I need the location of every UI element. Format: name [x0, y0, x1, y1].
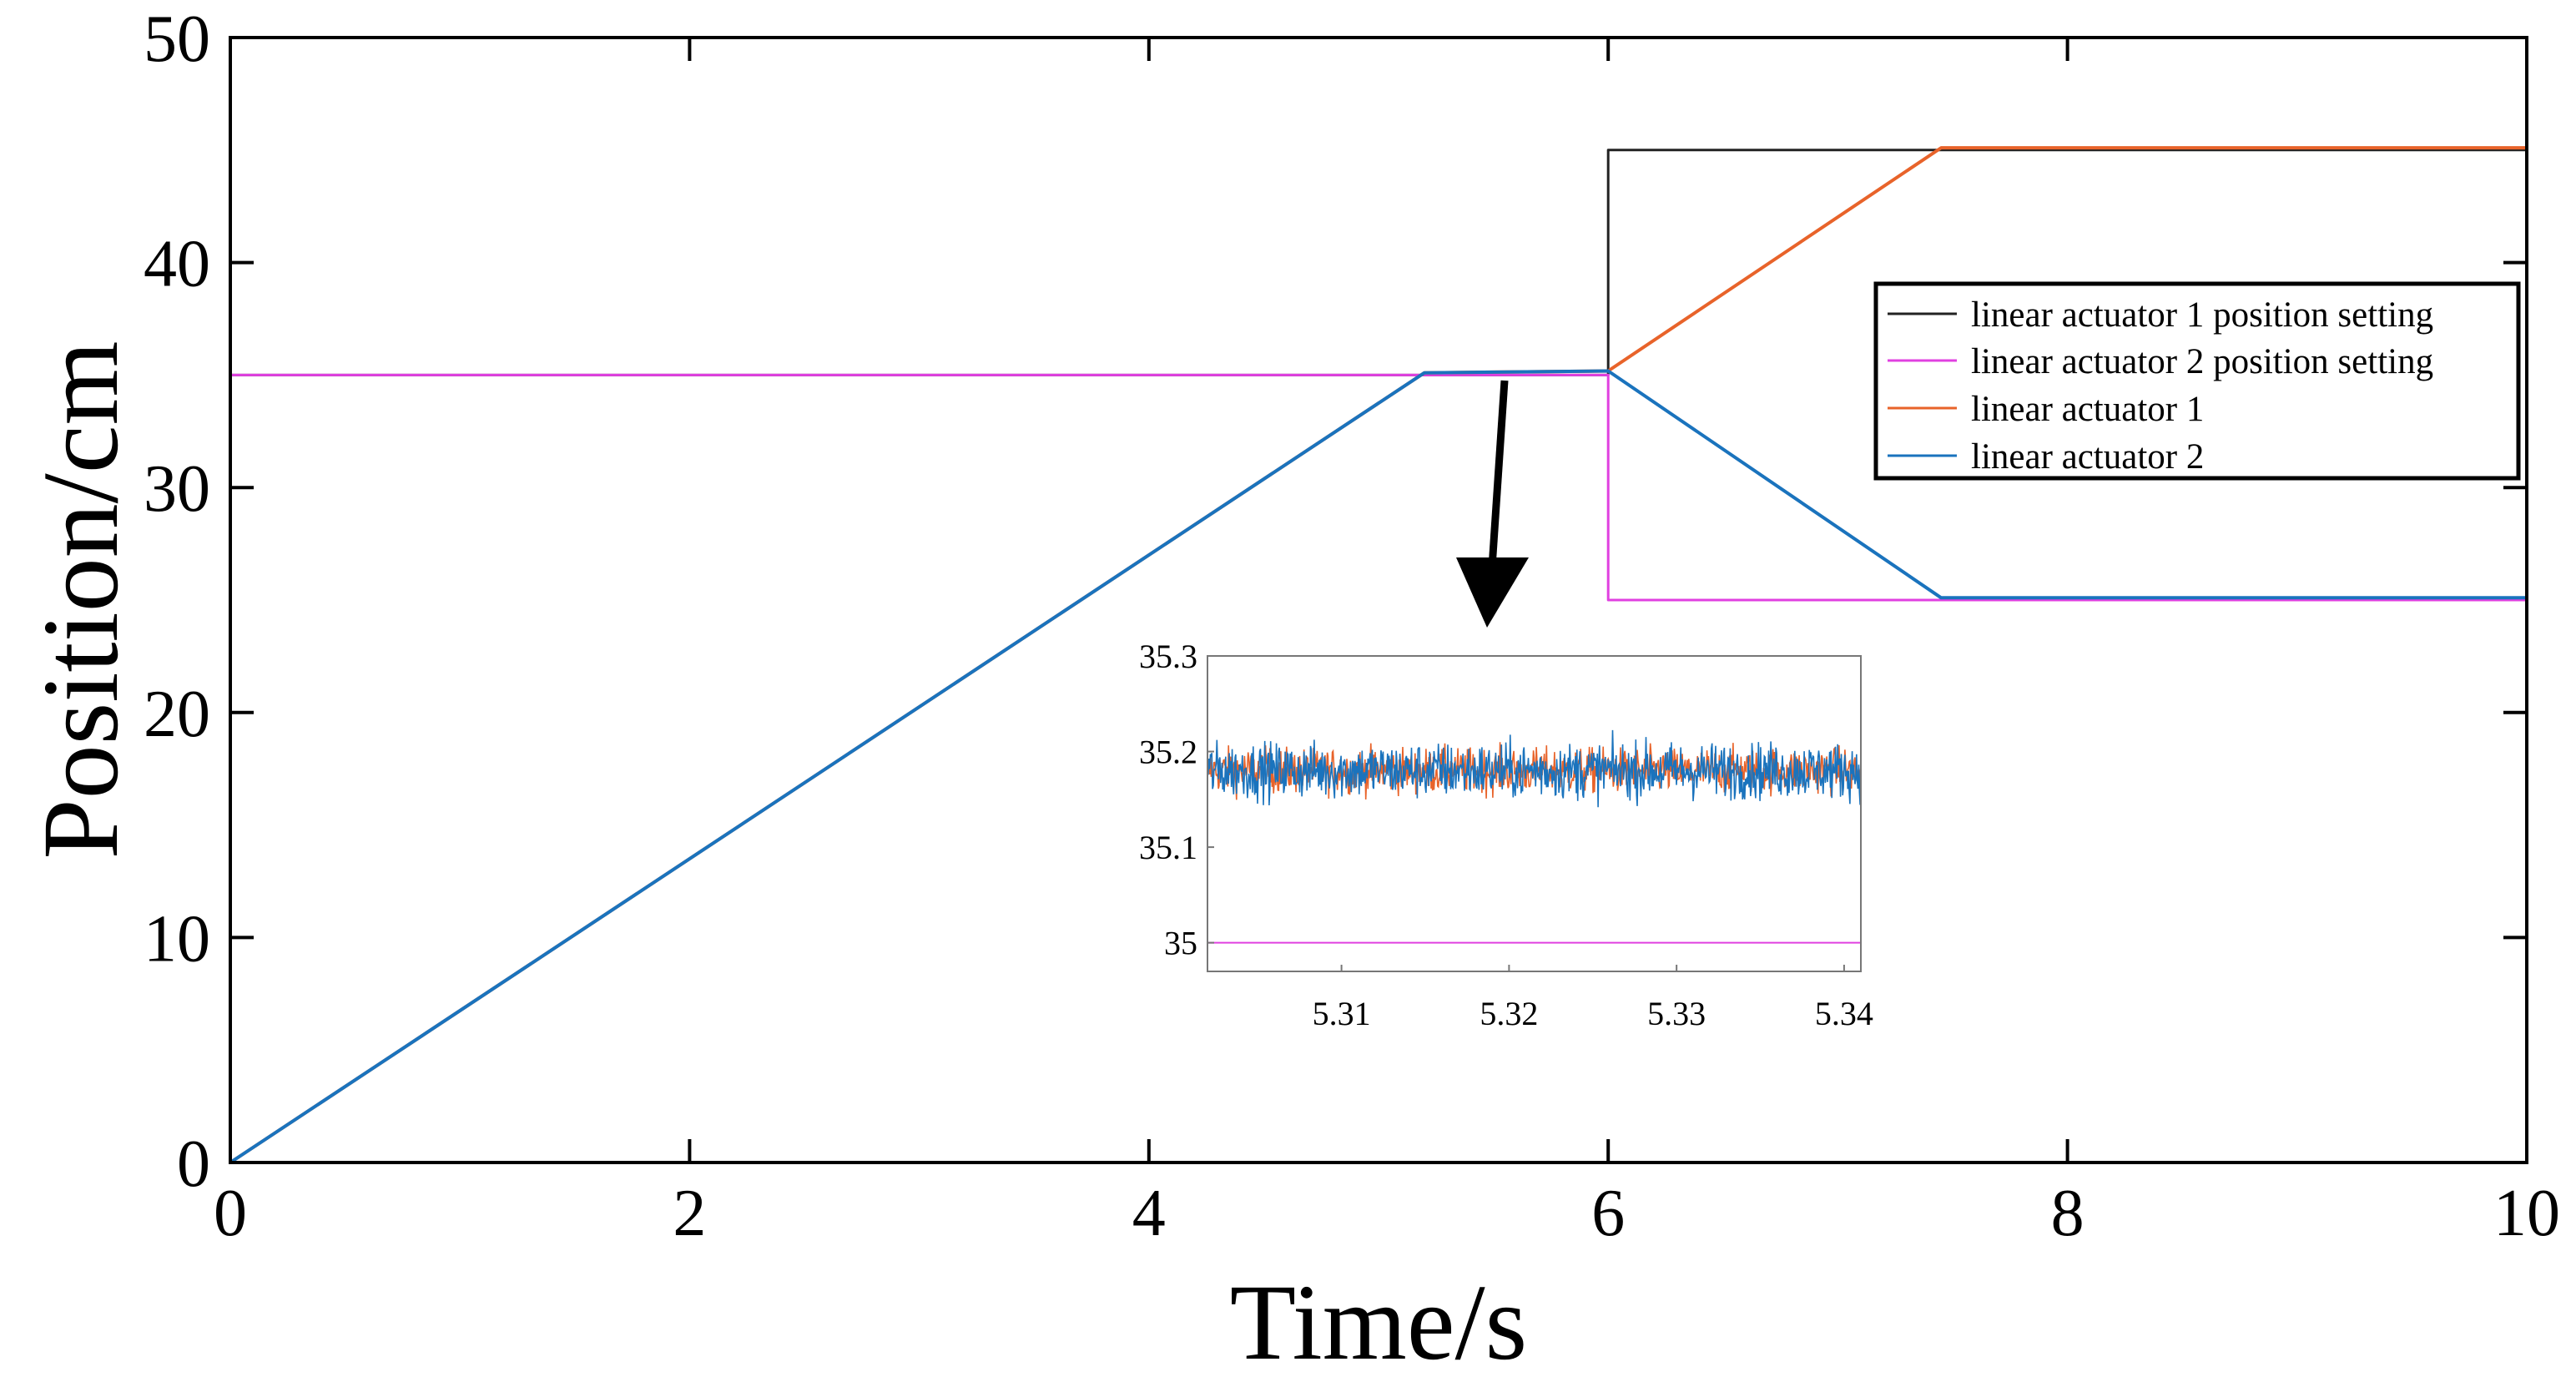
- inset-y-tick-label-2: 35.2: [1139, 734, 1197, 771]
- inset-x-tick-label-3: 5.34: [1815, 995, 1873, 1032]
- main-plot: 0 2 4 6 8 10 0 10 20 30 40 50 Time/s Position/cm: [21, 3, 2560, 1382]
- inset-plot: 5.31 5.32 5.33 5.34 35 35.1 35.2 35.3: [1139, 638, 1873, 1032]
- x-axis-label: Time/s: [1230, 1263, 1527, 1382]
- zoom-arrow-shaft: [1488, 380, 1509, 568]
- main-ticks: 0 2 4 6 8 10 0 10 20 30 40 50: [144, 3, 2560, 1250]
- legend-label-linear-actuator-1-position-setting: linear actuator 1 position setting: [1971, 295, 2433, 335]
- inset-x-tick-label-0: 5.31: [1313, 995, 1371, 1032]
- main-series-group: [229, 146, 2527, 1164]
- x-tick-label-2: 4: [1132, 1177, 1166, 1250]
- inset-line-linear-actuator-2: [1207, 729, 1862, 808]
- series-line-linear-actuator-2: [229, 369, 2527, 1164]
- x-tick-label-5: 10: [2493, 1177, 2560, 1250]
- inset-y-tick-label-3: 35.3: [1139, 638, 1197, 675]
- y-tick-label-5: 50: [144, 3, 210, 76]
- legend-label-linear-actuator-1: linear actuator 1: [1971, 390, 2204, 429]
- legend-box: [1873, 281, 2521, 481]
- inset-y-tick-label-0: 35: [1164, 925, 1197, 962]
- x-tick-label-4: 8: [2051, 1177, 2084, 1250]
- inset-background: [1207, 656, 1861, 971]
- x-tick-label-0: 0: [214, 1177, 247, 1250]
- zoom-arrow-head: [1456, 557, 1529, 628]
- inset-x-tick-label-1: 5.32: [1480, 995, 1538, 1032]
- y-tick-label-0: 0: [177, 1127, 210, 1201]
- x-tick-label-3: 6: [1591, 1177, 1625, 1250]
- x-tick-label-1: 2: [673, 1177, 706, 1250]
- inset-frame: [1207, 655, 1862, 972]
- y-tick-label-1: 10: [144, 902, 210, 976]
- y-axis-label: Position/cm: [21, 340, 141, 859]
- legend-label-linear-actuator-2-position-setting: linear actuator 2 position setting: [1971, 342, 2433, 381]
- inset-ticks: 5.31 5.32 5.33 5.34 35 35.1 35.2 35.3: [1139, 638, 1873, 1032]
- inset-series-group: [1207, 729, 1862, 944]
- inset-x-tick-label-2: 5.33: [1647, 995, 1706, 1032]
- main-plot-frame: [229, 36, 2528, 1164]
- legend-label-linear-actuator-2: linear actuator 2: [1971, 437, 2204, 477]
- y-tick-label-4: 40: [144, 228, 210, 301]
- series-line-linear-actuator-2-position-setting: [230, 373, 2527, 602]
- legend: linear actuator 1 position setting linear…: [1873, 281, 2521, 481]
- inset-y-tick-label-1: 35.1: [1139, 829, 1197, 866]
- zoom-arrow: [1456, 380, 1529, 628]
- y-tick-label-2: 20: [144, 678, 210, 751]
- y-tick-label-3: 30: [144, 452, 210, 526]
